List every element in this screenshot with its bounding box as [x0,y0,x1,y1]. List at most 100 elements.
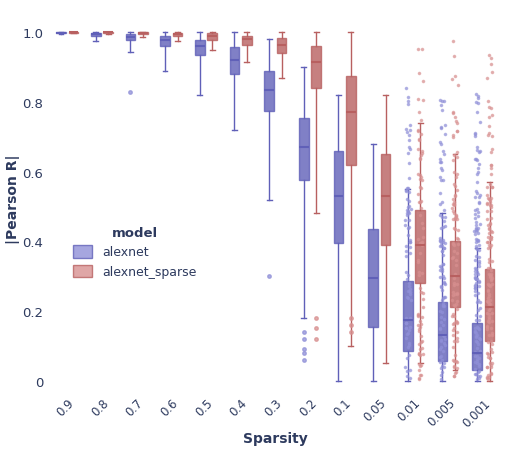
Point [484,376,492,383]
Point [474,282,483,290]
Point [473,165,482,172]
PathPatch shape [380,155,391,245]
Point [402,320,410,327]
Point [437,362,446,369]
Point [436,212,444,219]
Point [416,240,424,247]
Point [449,134,457,141]
Point [406,206,415,213]
Point [450,325,458,332]
Point [472,239,481,246]
Point [451,193,459,200]
Point [419,314,427,321]
Point [487,195,495,202]
PathPatch shape [299,119,308,181]
Point [404,287,412,295]
Point [471,215,479,222]
Point [436,139,444,146]
Point [470,359,479,366]
Point [403,207,411,214]
Point [436,201,444,208]
Point [451,216,459,223]
Point [448,313,456,320]
Point [404,98,412,105]
Point [484,222,492,230]
Point [488,330,496,337]
Point [453,216,461,223]
Point [488,229,496,236]
Point [471,129,480,137]
Point [449,253,457,261]
Point [402,186,410,193]
Point [485,114,493,121]
Point [415,137,423,144]
Point [450,207,458,215]
Point [473,144,481,151]
Point [474,290,482,297]
Point [439,322,448,329]
Point [439,237,447,244]
Point [437,263,446,271]
Point [484,338,492,345]
Point [483,201,491,208]
Point [474,258,483,265]
Point [405,137,413,144]
Point [487,267,495,274]
Point [471,276,480,283]
Point [470,228,479,235]
Point [440,332,448,340]
Point [417,198,425,205]
PathPatch shape [311,46,321,89]
Point [415,376,423,383]
Point [440,222,449,230]
Point [405,237,414,244]
Point [441,294,449,301]
Point [436,274,444,281]
Point [488,349,496,356]
Point [406,146,414,153]
Point [450,302,458,309]
Point [488,340,496,347]
Point [414,313,422,320]
Point [418,148,426,156]
Point [406,244,414,251]
Point [449,311,457,318]
Point [437,375,445,382]
Point [484,234,492,241]
Point [472,109,481,116]
Point [453,364,461,372]
Point [488,184,496,191]
Point [475,279,483,286]
Point [484,287,492,295]
PathPatch shape [125,35,135,41]
Point [449,357,457,364]
Point [472,275,481,282]
Point [451,180,459,188]
Point [403,355,411,362]
Point [486,199,494,207]
Point [405,352,414,359]
Point [487,337,495,345]
Point [472,317,481,324]
Point [414,191,422,198]
Point [440,360,448,367]
Point [441,239,449,247]
Point [484,280,492,287]
Point [415,366,423,373]
Point [472,276,480,283]
Point [414,257,422,264]
Point [405,189,414,197]
Point [487,55,495,63]
Point [473,339,481,346]
Point [471,265,479,272]
Point [416,341,424,348]
Point [405,342,414,349]
Point [483,323,491,330]
Point [403,368,411,375]
Point [487,228,495,235]
Point [487,171,495,179]
Point [487,106,495,113]
Point [485,281,493,289]
Point [402,320,410,327]
Point [483,239,491,246]
